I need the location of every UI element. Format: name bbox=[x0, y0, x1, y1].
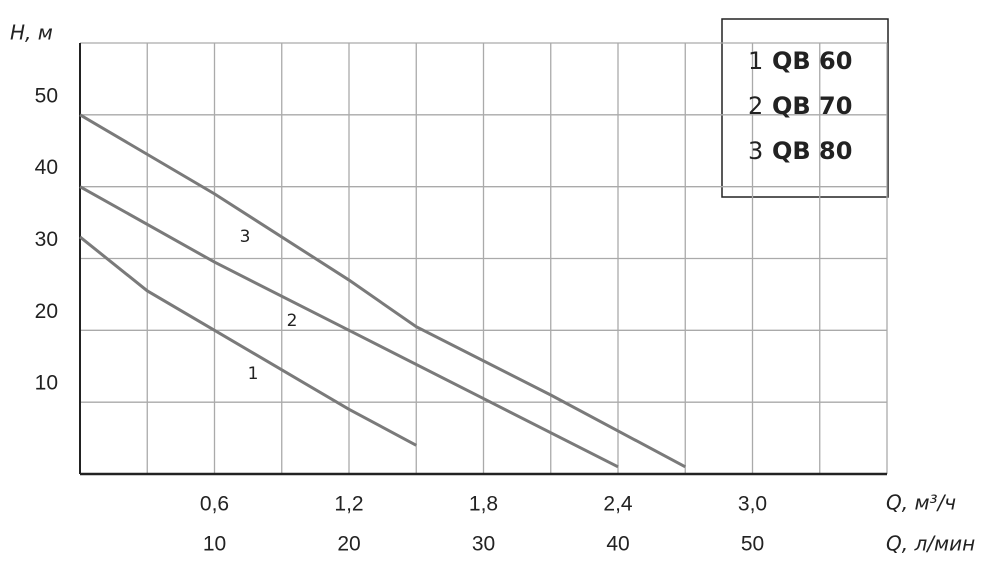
curve-label: 3 bbox=[240, 227, 251, 247]
x2-tick-label: 20 bbox=[337, 533, 360, 556]
x-tick-label: 0,6 bbox=[200, 493, 229, 516]
x-axis-label: Q, м³/ч bbox=[886, 491, 956, 515]
curve-label: 1 bbox=[248, 364, 259, 384]
legend-box bbox=[721, 18, 889, 198]
x2-axis-label: Q, л/мин bbox=[886, 532, 975, 556]
y-axis-label: H, м bbox=[10, 21, 53, 45]
y-tick-label: 40 bbox=[35, 156, 58, 179]
y-tick-label: 10 bbox=[35, 372, 58, 395]
legend-label: QB 60 bbox=[772, 47, 852, 75]
curve-label: 2 bbox=[287, 311, 298, 331]
x-tick-label: 1,8 bbox=[469, 493, 498, 516]
legend-number: 1 bbox=[748, 47, 763, 75]
curve bbox=[79, 185, 619, 469]
x-tick-label: 2,4 bbox=[603, 493, 633, 516]
y-tick-label: 30 bbox=[35, 228, 58, 251]
curve bbox=[79, 113, 686, 469]
legend-label: QB 70 bbox=[772, 92, 852, 120]
x2-tick-label: 30 bbox=[472, 533, 495, 556]
y-tick-label: 50 bbox=[35, 84, 58, 107]
x2-tick-label: 40 bbox=[606, 533, 629, 556]
legend-label: QB 80 bbox=[772, 137, 852, 165]
x-tick-label: 3,0 bbox=[738, 493, 767, 516]
legend-number: 2 bbox=[748, 92, 763, 120]
x-tick-label: 1,2 bbox=[334, 493, 363, 516]
y-tick-label: 20 bbox=[35, 300, 58, 323]
curve bbox=[79, 235, 417, 447]
x2-tick-label: 50 bbox=[741, 533, 764, 556]
legend-number: 3 bbox=[748, 137, 763, 165]
x2-tick-label: 10 bbox=[203, 533, 226, 556]
